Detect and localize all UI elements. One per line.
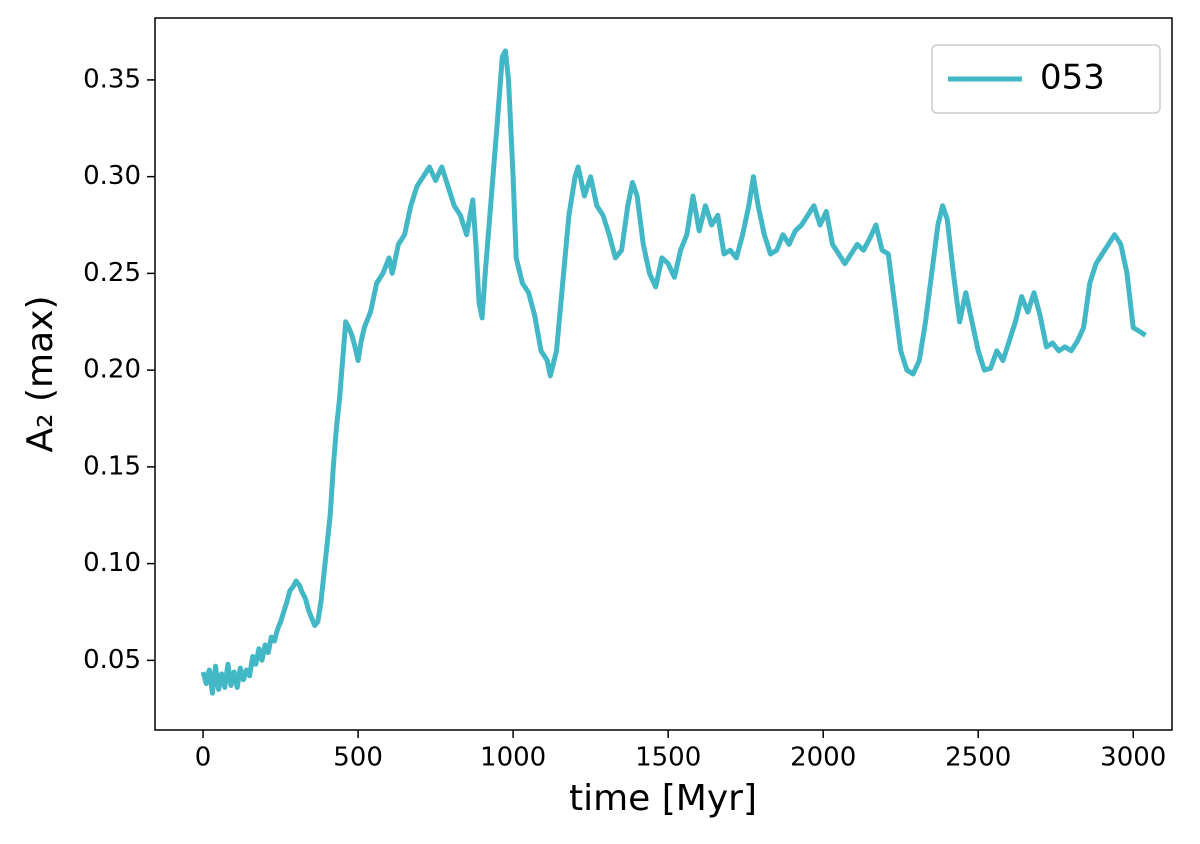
x-tick-label: 2000 — [790, 743, 856, 773]
x-tick-label: 0 — [195, 743, 212, 773]
y-tick-label: 0.20 — [83, 355, 141, 385]
x-tick-label: 1500 — [635, 743, 701, 773]
y-tick-label: 0.30 — [83, 161, 141, 191]
y-tick-label: 0.15 — [83, 451, 141, 481]
y-tick-label: 0.35 — [83, 64, 141, 94]
data-line — [200, 48, 1147, 696]
x-tick-label: 2500 — [945, 743, 1011, 773]
legend-box — [931, 44, 1161, 114]
x-axis-label: time [Myr] — [569, 778, 757, 819]
plot-frame — [154, 17, 1173, 731]
x-tick-label: 500 — [333, 743, 383, 773]
y-axis-label: A₂ (max) — [20, 295, 61, 452]
x-tick-label: 3000 — [1100, 743, 1166, 773]
legend-label: 053 — [1040, 58, 1105, 98]
y-tick-label: 0.05 — [83, 645, 141, 675]
y-tick-label: 0.25 — [83, 258, 141, 288]
y-tick-label: 0.10 — [83, 548, 141, 578]
x-tick-label: 1000 — [480, 743, 546, 773]
